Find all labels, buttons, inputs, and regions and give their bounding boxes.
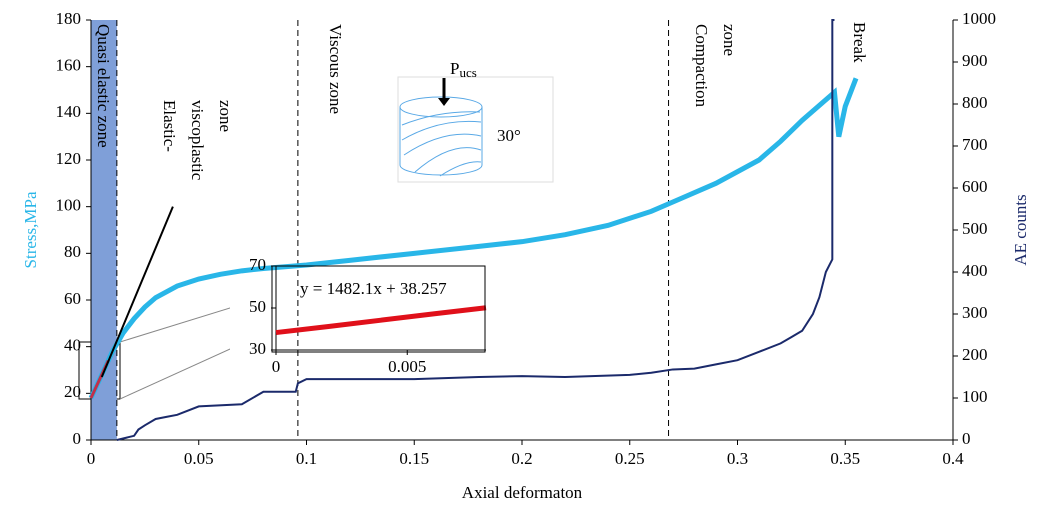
zone-label: zone — [216, 100, 235, 132]
angle-label: 30° — [497, 126, 521, 145]
x-tick-label: 0 — [272, 357, 281, 376]
y-tick-label: 160 — [56, 56, 82, 75]
zone-label: Compaction — [692, 24, 711, 108]
data-line — [88, 77, 859, 400]
x-tick-label: 0.3 — [727, 449, 748, 468]
y-tick-label: 180 — [56, 9, 82, 28]
zone-label: zone — [720, 24, 739, 56]
y-tick-label: 120 — [56, 149, 82, 168]
zone-label: Break — [850, 22, 869, 63]
y2-tick-label: 900 — [962, 51, 988, 70]
y-tick-label: 70 — [249, 255, 266, 274]
data-line — [100, 206, 174, 378]
data-line — [116, 19, 835, 441]
y2-axis-label: AE counts — [1011, 194, 1030, 265]
data-line — [275, 305, 487, 336]
y-tick-label: 100 — [56, 196, 82, 215]
y-tick-label: 40 — [64, 336, 81, 355]
y2-tick-label: 1000 — [962, 9, 996, 28]
load-arrow-head — [438, 98, 450, 106]
y-tick-label: 140 — [56, 102, 82, 121]
y2-tick-label: 300 — [962, 303, 988, 322]
y2-tick-label: 600 — [962, 177, 988, 196]
cylinder-icon — [397, 76, 554, 183]
y-tick-label: 20 — [64, 382, 81, 401]
y2-tick-label: 200 — [962, 345, 988, 364]
y-axis-label: Stress,MPa — [21, 191, 40, 268]
x-tick-label: 0.4 — [942, 449, 964, 468]
equation: y = 1482.1x + 38.257 — [300, 279, 447, 298]
zone-label: Elastic- — [160, 100, 179, 152]
load-label: Pucs — [450, 59, 477, 80]
y-tick-label: 80 — [64, 242, 81, 261]
y-tick-label: 60 — [64, 289, 81, 308]
x-tick-label: 0.05 — [184, 449, 214, 468]
x-tick-label: 0 — [87, 449, 96, 468]
load-label-sub: ucs — [459, 65, 476, 80]
y2-tick-label: 100 — [962, 387, 988, 406]
inset-frame — [271, 265, 486, 353]
x-tick-label: 0.25 — [615, 449, 645, 468]
zone-label: viscoplastic — [188, 100, 207, 181]
zone-label: Quasi elastic zone — [94, 24, 113, 148]
inset-background — [230, 266, 486, 386]
y-tick-label: 50 — [249, 297, 266, 316]
load-label-main: P — [450, 59, 459, 78]
y2-tick-label: 500 — [962, 219, 988, 238]
y2-tick-label: 0 — [962, 429, 971, 448]
y2-tick-label: 800 — [962, 93, 988, 112]
x-tick-label: 0.005 — [388, 357, 426, 376]
x-tick-label: 0.15 — [399, 449, 429, 468]
x-tick-label: 0.2 — [511, 449, 532, 468]
zone-label: Viscous zone — [326, 24, 345, 114]
y-tick-label: 0 — [73, 429, 82, 448]
y-tick-label: 30 — [249, 339, 266, 358]
x-tick-label: 0.35 — [830, 449, 860, 468]
x-tick-label: 0.1 — [296, 449, 317, 468]
y2-tick-label: 700 — [962, 135, 988, 154]
x-axis-label: Axial deformaton — [462, 483, 583, 502]
y2-tick-label: 400 — [962, 261, 988, 280]
